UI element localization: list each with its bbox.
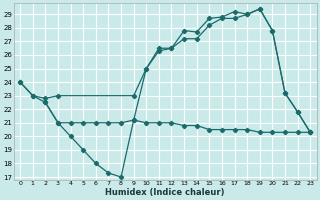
X-axis label: Humidex (Indice chaleur): Humidex (Indice chaleur) bbox=[106, 188, 225, 197]
